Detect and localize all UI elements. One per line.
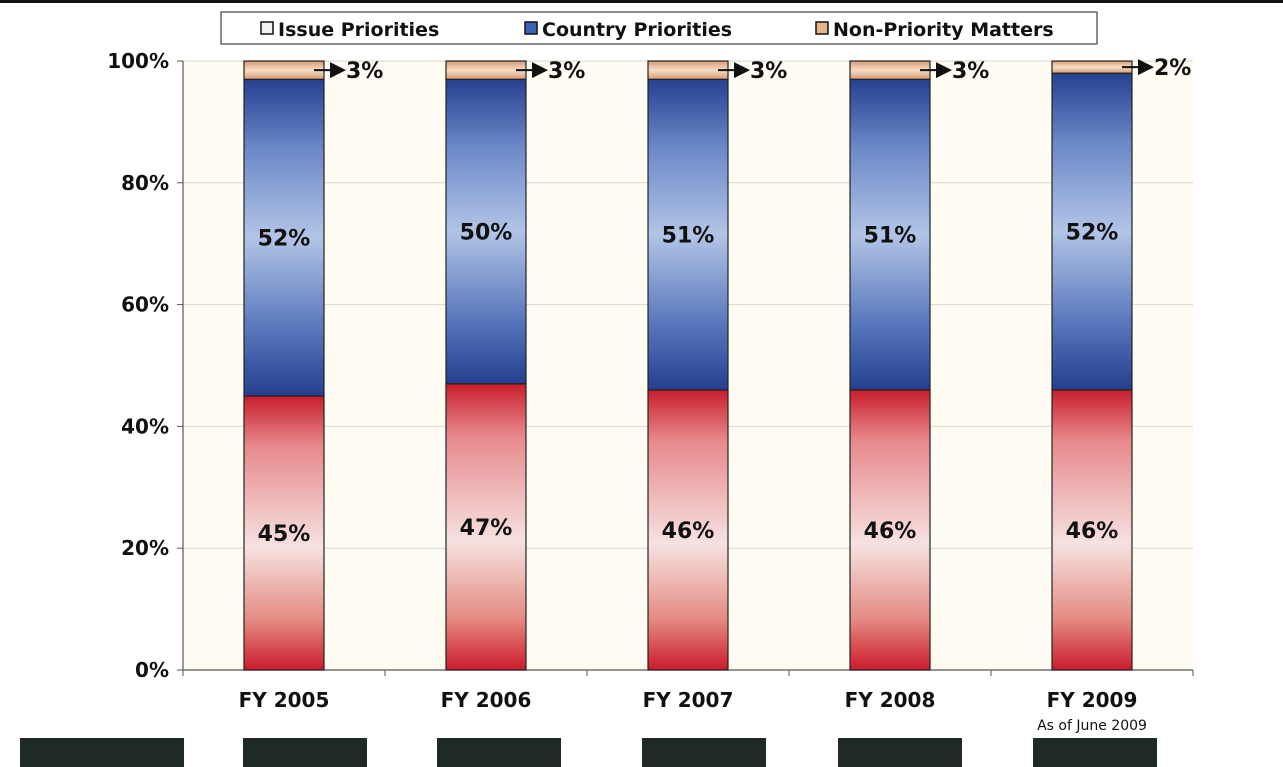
bottom-block <box>838 738 962 767</box>
bottom-block <box>642 738 766 767</box>
y-tick-label: 60% <box>121 293 169 317</box>
data-label: 46% <box>662 519 715 544</box>
data-label: 3% <box>346 59 383 84</box>
data-label: 46% <box>864 519 917 544</box>
bottom-strip <box>20 738 1157 767</box>
y-tick-label: 20% <box>121 536 169 560</box>
legend-box <box>220 11 1098 45</box>
legend-swatch-country <box>524 21 538 35</box>
legend-swatch-nonpriority <box>815 21 829 35</box>
top-border <box>0 0 1283 3</box>
data-label: 51% <box>662 224 715 249</box>
data-label: 45% <box>258 522 311 547</box>
x-category-label: FY 2006 <box>441 688 532 712</box>
bottom-block <box>243 738 367 767</box>
x-category-sublabel: As of June 2009 <box>1037 718 1147 734</box>
bar-country-priorities <box>1051 72 1133 391</box>
data-label: 46% <box>1066 519 1119 544</box>
data-label: 50% <box>460 221 513 246</box>
legend-label-country: Country Priorities <box>542 19 732 41</box>
data-label: 3% <box>548 59 585 84</box>
bar-country-priorities <box>647 78 729 391</box>
y-tick-label: 100% <box>107 49 169 73</box>
bar-issue-priorities <box>647 389 729 671</box>
bar-issue-priorities <box>1051 389 1133 671</box>
data-label: 52% <box>258 227 311 252</box>
bar-country-priorities <box>445 78 527 385</box>
legend-label-nonpriority: Non-Priority Matters <box>833 19 1054 41</box>
legend: Issue Priorities Country Priorities Non-… <box>220 11 1098 45</box>
legend-swatch-issue <box>260 21 274 35</box>
legend-label-issue: Issue Priorities <box>278 19 439 41</box>
bar-non-priority-matters <box>243 60 325 80</box>
bottom-block <box>1033 738 1157 767</box>
bar-non-priority-matters <box>849 60 931 80</box>
bar-issue-priorities <box>849 389 931 671</box>
bar-issue-priorities <box>445 383 527 671</box>
x-category-label: FY 2007 <box>643 688 734 712</box>
data-label: 52% <box>1066 221 1119 246</box>
bottom-block <box>437 738 561 767</box>
data-label: 3% <box>750 59 787 84</box>
y-tick-label: 0% <box>135 658 169 682</box>
y-tick-label: 80% <box>121 171 169 195</box>
data-label: 51% <box>864 224 917 249</box>
x-category-label: FY 2008 <box>845 688 936 712</box>
bar-country-priorities <box>849 78 931 391</box>
y-tick-label: 40% <box>121 414 169 438</box>
bar-non-priority-matters <box>1051 60 1133 74</box>
x-category-label: FY 2009 <box>1047 688 1138 712</box>
x-category-label: FY 2005 <box>239 688 330 712</box>
data-label: 2% <box>1154 56 1191 81</box>
data-label: 3% <box>952 59 989 84</box>
bar-non-priority-matters <box>445 60 527 80</box>
bottom-block <box>20 738 184 767</box>
data-label: 47% <box>460 516 513 541</box>
bar-non-priority-matters <box>647 60 729 80</box>
